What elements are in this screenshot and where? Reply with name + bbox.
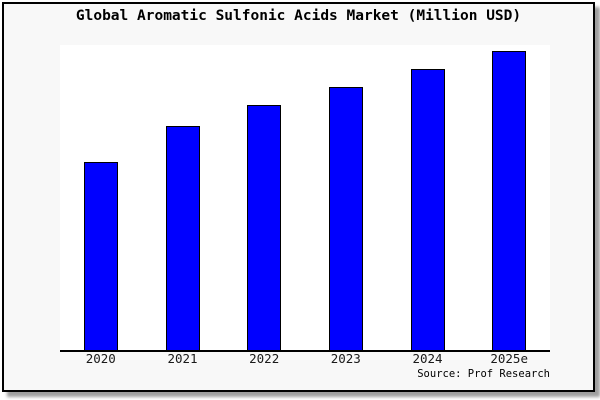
bar-2020 [83, 162, 118, 350]
x-tick-label-2022: 2022 [249, 351, 280, 366]
source-text: Source: Prof Research [417, 368, 550, 380]
bar-2021 [165, 126, 200, 350]
x-axis-line [60, 350, 550, 352]
plot-area [60, 45, 550, 352]
x-tick-label-2024: 2024 [412, 351, 443, 366]
x-tick-label-2023: 2023 [330, 351, 361, 366]
x-tick-label-2021: 2021 [167, 351, 198, 366]
bar-2023 [328, 87, 363, 350]
bar-2025e [492, 51, 527, 350]
x-tick-label-2020: 2020 [85, 351, 116, 366]
bar-2022 [247, 105, 282, 350]
x-tick-label-2025e: 2025e [490, 351, 528, 366]
chart-title: Global Aromatic Sulfonic Acids Market (M… [75, 8, 522, 24]
bar-2024 [410, 69, 445, 350]
x-axis-tick-labels: 2020 2021 2022 2023 2024 2025e [60, 352, 550, 367]
